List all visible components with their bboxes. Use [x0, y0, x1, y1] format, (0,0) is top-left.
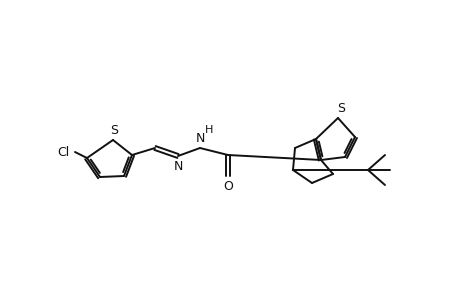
Text: S: S [336, 103, 344, 116]
Text: S: S [110, 124, 118, 137]
Text: O: O [223, 179, 232, 193]
Text: H: H [204, 125, 213, 135]
Text: N: N [173, 160, 182, 173]
Text: N: N [195, 131, 204, 145]
Text: Cl: Cl [57, 146, 69, 158]
